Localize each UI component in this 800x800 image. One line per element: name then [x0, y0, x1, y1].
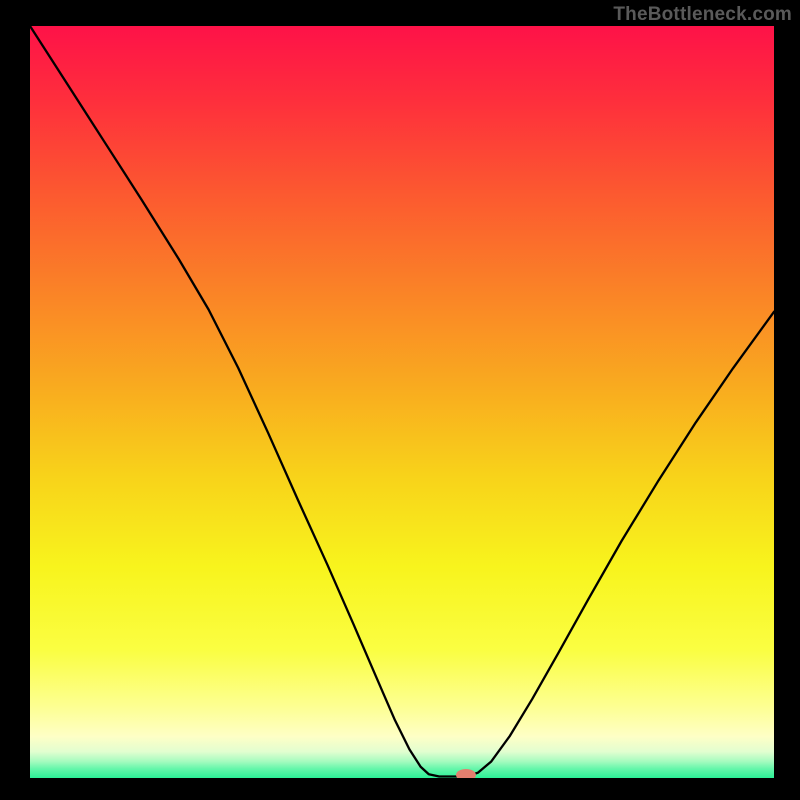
chart-frame: TheBottleneck.com: [0, 0, 800, 800]
plot-background: [30, 26, 774, 778]
bottleneck-plot: [30, 26, 774, 778]
attribution-text: TheBottleneck.com: [613, 4, 792, 26]
